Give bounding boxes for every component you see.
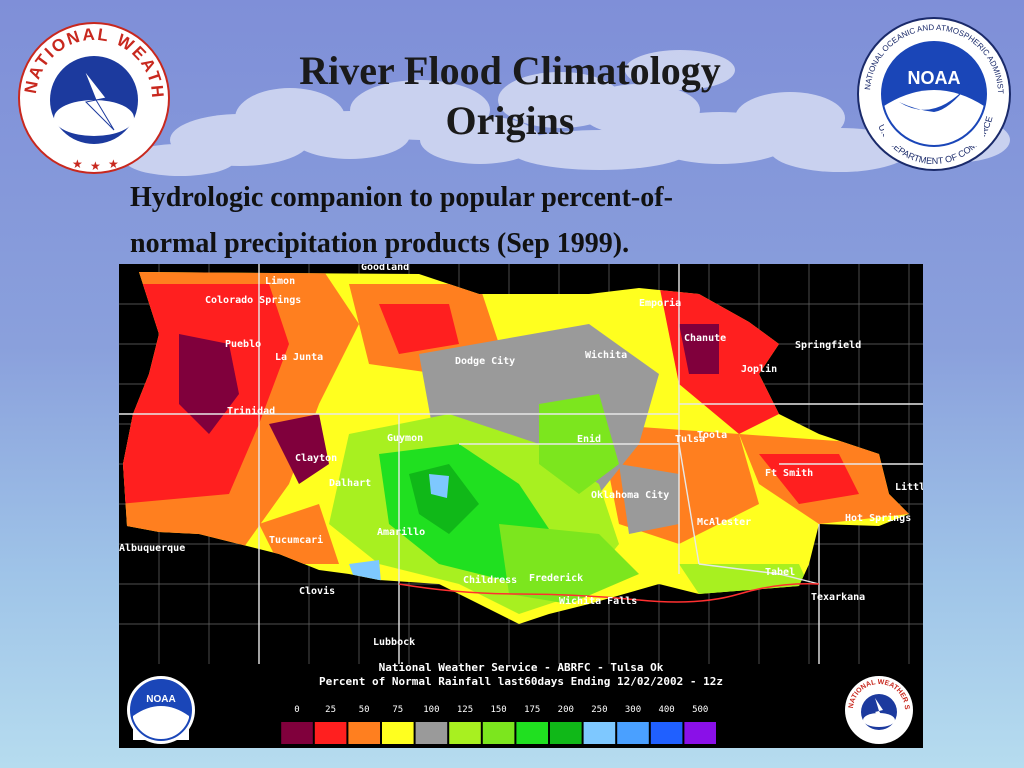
legend-label: 500 [692,705,708,715]
city-label: Clayton [295,453,337,464]
title-line-2: Origins [445,98,575,143]
city-label: Albuquerque [119,543,185,554]
city-label: Wichita [585,349,627,361]
city-label: Tulsa [675,434,705,445]
city-label: Colorado Springs [205,294,301,306]
city-label: Tucumcari [269,534,323,546]
city-label: Clovis [299,585,335,597]
rainfall-field [123,272,909,624]
precipitation-map: Goodland Limon Colorado Springs Pueblo L… [119,264,923,748]
city-label: Wichita Falls [559,595,637,607]
city-label: Childress [463,574,517,586]
city-label: Joplin [741,363,777,375]
city-label: Toola [697,430,727,441]
title-line-1: River Flood Climatology [299,48,721,93]
city-label: Ft Smith [765,467,813,479]
svg-text:★: ★ [72,157,83,171]
red-river [398,582,820,603]
legend-swatch [550,722,582,744]
legend-label: 50 [359,705,370,715]
city-label: Pueblo [225,339,261,350]
city-label: Little [895,481,923,493]
legend-swatch [516,722,548,744]
city-label: Emporia [639,297,681,309]
legend-label: 0 [294,705,299,715]
legend-label: 75 [392,705,403,715]
city-label: La Junta [275,352,323,363]
city-label: Lubbock [373,637,415,648]
legend-swatch [482,722,515,744]
city-label: Amarillo [377,526,425,538]
legend-label: 400 [658,705,674,715]
noaa-logo-text: NOAA [908,68,961,88]
map-header-line-1: National Weather Service - ABRFC - Tulsa… [379,661,664,674]
city-label: Chanute [684,333,726,344]
legend-label: 250 [591,705,607,715]
legend-scale-labels: 0 25 50 75 100 125 150 175 200 250 300 400 500 [294,705,708,715]
legend-swatch [382,722,414,744]
city-label: McAlester [697,517,751,528]
legend-swatch [348,722,380,744]
legend-swatch [684,722,716,744]
legend-swatch [617,722,649,744]
legend-swatch [583,722,616,744]
legend-label: 25 [325,705,336,715]
map-noaa-logo: NOAA [127,676,195,744]
subtitle-line-1: Hydrologic companion to popular percent-… [130,182,673,213]
city-label: Trinidad [227,405,275,417]
legend-label: 125 [457,705,473,715]
noaa-logo: NATIONAL OCEANIC AND ATMOSPHERIC ADMINIS… [854,14,1011,171]
legend-swatch [314,722,347,744]
city-labels: Goodland Limon Colorado Springs Pueblo L… [119,264,923,648]
city-label: Dodge City [455,355,515,367]
subtitle-line-2: normal precipitation products (Sep 1999)… [130,228,630,259]
city-label: Texarkana [811,592,865,603]
city-label: Guymon [387,433,423,444]
city-label: Springfield [795,339,861,351]
state-borders [119,264,923,664]
city-label: Dalhart [329,478,371,489]
slide-title: River Flood Climatology Origins [180,46,840,146]
legend-swatch [281,722,313,744]
slide-subtitle: Hydrologic companion to popular percent-… [130,175,920,267]
city-label: Limon [265,275,295,287]
legend-color-swatches [281,722,716,744]
legend-label: 300 [625,705,641,715]
legend-swatch [415,722,448,744]
svg-text:★: ★ [90,159,101,173]
legend-label: 175 [524,705,540,715]
city-label: Oklahoma City [591,489,669,501]
cloud-background [125,50,1010,176]
nws-logo: NATIONAL WEATHER SERVICE ★★★ [14,18,170,174]
city-label: Frederick [529,572,583,584]
legend-swatch [650,722,683,744]
map-noaa-logo-text: NOAA [146,694,175,705]
legend-label: 200 [558,705,574,715]
svg-text:★: ★ [108,157,119,171]
map-header-line-2: Percent of Normal Rainfall last60days En… [319,675,723,688]
legend-swatch [449,722,481,744]
legend-label: 100 [423,705,439,715]
city-label: Hot Springs [845,512,911,524]
city-label: Enid [577,433,601,445]
legend-label: 150 [490,705,506,715]
city-label: Goodland [361,264,409,273]
city-label: Tabel [765,567,795,578]
